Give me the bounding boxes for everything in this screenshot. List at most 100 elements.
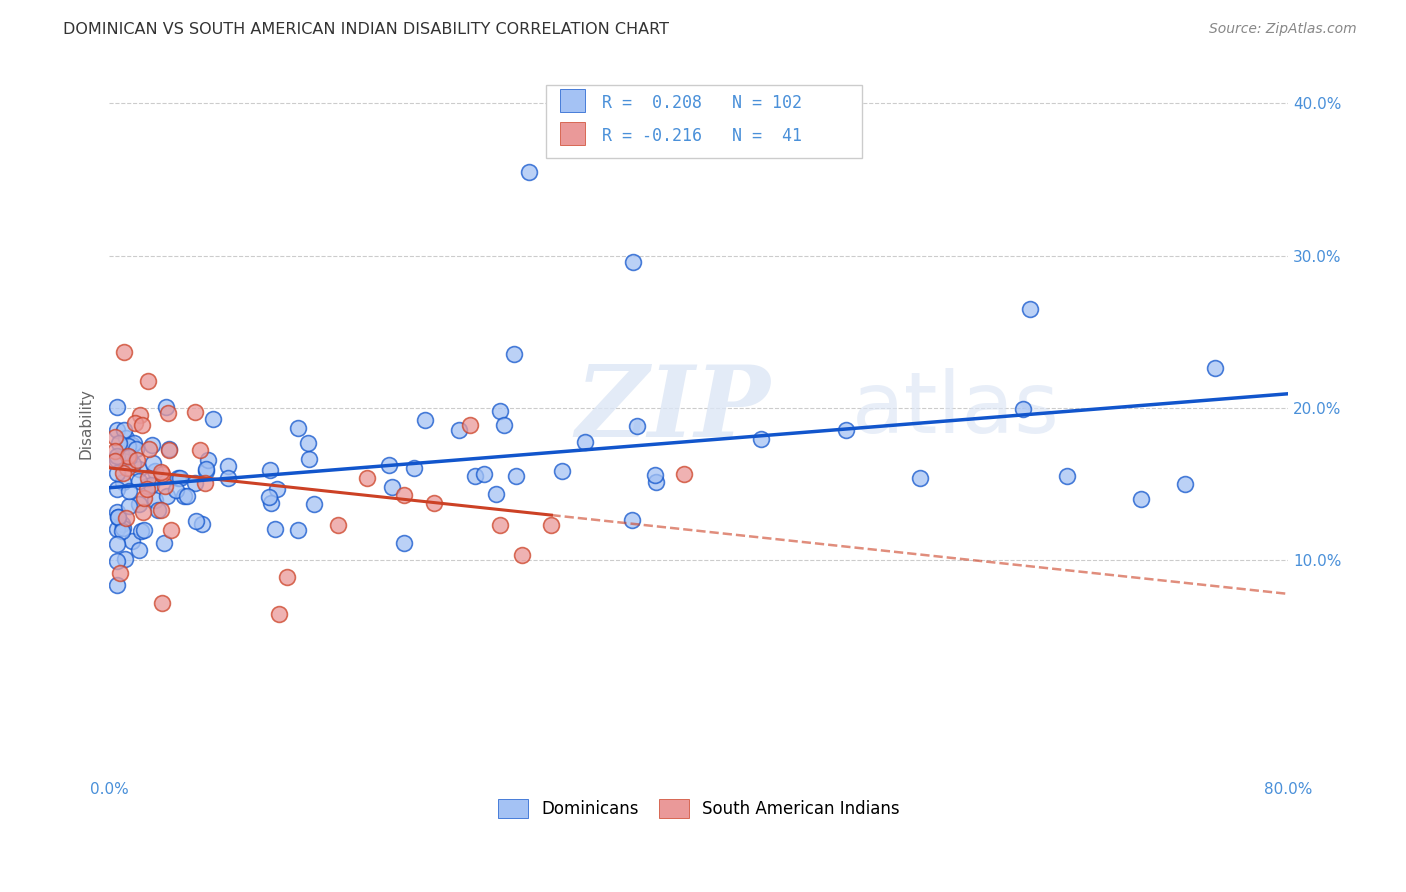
- Dominicans: [114, 552, 136, 566]
- Dominicans: [105, 505, 128, 519]
- Dominicans: [143, 464, 166, 478]
- South American Indians: [392, 488, 415, 502]
- Dominicans: [190, 517, 212, 532]
- Dominicans: [128, 497, 150, 511]
- Dominicans: [110, 450, 132, 464]
- South American Indians: [115, 461, 138, 475]
- Dominicans: [184, 514, 207, 528]
- Dominicans: [626, 418, 648, 433]
- Dominicans: [287, 421, 309, 435]
- Text: R = -0.216   N =  41: R = -0.216 N = 41: [602, 127, 801, 145]
- Dominicans: [118, 450, 141, 465]
- Dominicans: [146, 503, 169, 517]
- South American Indians: [267, 607, 290, 621]
- Dominicans: [105, 482, 128, 496]
- South American Indians: [138, 442, 160, 456]
- Dominicans: [202, 411, 225, 425]
- Dominicans: [260, 496, 283, 510]
- South American Indians: [136, 471, 159, 485]
- Text: atlas: atlas: [852, 368, 1060, 450]
- South American Indians: [111, 466, 134, 480]
- Dominicans: [105, 467, 128, 481]
- Text: ZIP: ZIP: [575, 361, 770, 458]
- South American Indians: [510, 549, 533, 563]
- Dominicans: [835, 423, 858, 437]
- South American Indians: [673, 467, 696, 481]
- Dominicans: [105, 449, 128, 463]
- South American Indians: [160, 523, 183, 537]
- South American Indians: [132, 505, 155, 519]
- Dominicans: [128, 474, 150, 488]
- South American Indians: [149, 503, 172, 517]
- Dominicans: [167, 470, 190, 484]
- Legend: Dominicans, South American Indians: Dominicans, South American Indians: [491, 792, 907, 824]
- Dominicans: [105, 554, 128, 568]
- South American Indians: [157, 442, 180, 457]
- South American Indians: [131, 417, 153, 432]
- South American Indians: [150, 467, 173, 481]
- Dominicans: [112, 423, 135, 437]
- Dominicans: [194, 465, 217, 479]
- Dominicans: [217, 471, 239, 485]
- Dominicans: [153, 536, 176, 550]
- Dominicans: [111, 475, 134, 490]
- South American Indians: [184, 405, 207, 419]
- Dominicans: [644, 468, 666, 483]
- Dominicans: [142, 456, 165, 470]
- Dominicans: [485, 486, 508, 500]
- Dominicans: [107, 510, 129, 524]
- Dominicans: [1019, 301, 1042, 316]
- Dominicans: [111, 516, 134, 531]
- Dominicans: [415, 413, 437, 427]
- South American Indians: [157, 406, 180, 420]
- South American Indians: [104, 430, 127, 444]
- Dominicans: [155, 400, 177, 414]
- Dominicans: [156, 489, 179, 503]
- Dominicans: [1130, 491, 1153, 506]
- South American Indians: [150, 596, 173, 610]
- Dominicans: [505, 469, 527, 483]
- Text: DOMINICAN VS SOUTH AMERICAN INDIAN DISABILITY CORRELATION CHART: DOMINICAN VS SOUTH AMERICAN INDIAN DISAB…: [63, 22, 669, 37]
- Dominicans: [107, 436, 129, 450]
- Dominicans: [574, 434, 596, 449]
- Dominicans: [173, 489, 195, 503]
- Dominicans: [105, 452, 128, 467]
- Dominicans: [111, 524, 134, 539]
- Dominicans: [502, 347, 524, 361]
- Dominicans: [1012, 401, 1035, 416]
- Dominicans: [195, 462, 218, 476]
- Dominicans: [128, 543, 150, 558]
- Dominicans: [136, 479, 159, 493]
- Dominicans: [105, 423, 128, 437]
- Dominicans: [517, 165, 540, 179]
- South American Indians: [540, 518, 562, 533]
- Dominicans: [107, 510, 129, 524]
- Dominicans: [217, 459, 239, 474]
- Dominicans: [105, 577, 128, 591]
- South American Indians: [194, 476, 217, 491]
- Dominicans: [125, 442, 148, 457]
- South American Indians: [128, 408, 150, 422]
- Dominicans: [105, 401, 128, 415]
- South American Indians: [136, 482, 159, 496]
- Dominicans: [620, 513, 643, 527]
- South American Indians: [356, 470, 378, 484]
- South American Indians: [188, 442, 211, 457]
- Dominicans: [143, 492, 166, 507]
- South American Indians: [104, 453, 127, 467]
- Dominicans: [184, 475, 207, 490]
- Dominicans: [117, 499, 139, 513]
- Dominicans: [257, 490, 280, 504]
- Dominicans: [169, 471, 191, 485]
- Dominicans: [132, 523, 155, 537]
- Dominicans: [378, 458, 401, 472]
- Dominicans: [115, 431, 138, 445]
- Dominicans: [117, 439, 139, 453]
- Dominicans: [118, 484, 141, 499]
- Dominicans: [112, 521, 135, 535]
- Dominicans: [141, 478, 163, 492]
- Dominicans: [263, 523, 285, 537]
- South American Indians: [132, 491, 155, 505]
- Dominicans: [129, 524, 152, 538]
- South American Indians: [110, 566, 132, 580]
